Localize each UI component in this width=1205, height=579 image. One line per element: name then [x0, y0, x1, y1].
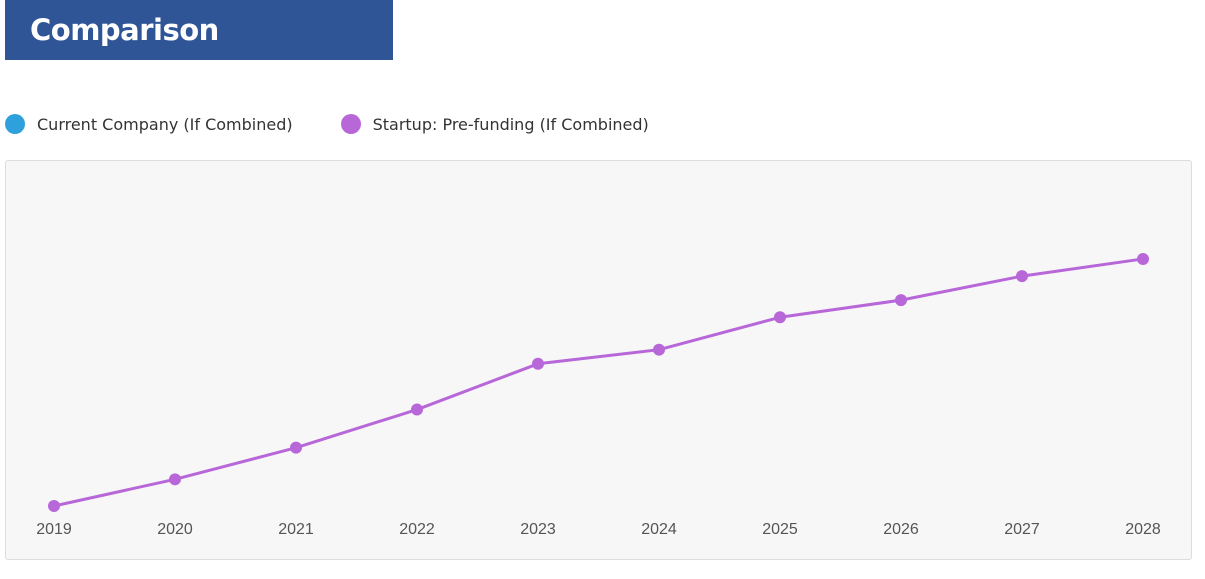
legend-swatch-current-company [5, 114, 25, 134]
legend-label-current-company: Current Company (If Combined) [37, 114, 293, 134]
x-tick-label-2019: 2019 [36, 521, 72, 538]
legend-swatch-startup-prefunding [340, 114, 361, 134]
x-tick-label-2022: 2022 [399, 521, 435, 538]
x-tick-label-2021: 2021 [278, 521, 314, 538]
data-point-2022[interactable] [411, 403, 423, 416]
legend-label-startup-prefunding: Startup: Pre-funding (If Combined) [372, 114, 649, 134]
data-point-2026[interactable] [895, 294, 907, 307]
line-chart: 2019 2020 2021 2022 2023 2024 2025 2026 2027 2028 [36, 252, 1161, 538]
data-point-2019[interactable] [48, 500, 60, 512]
title-banner: Comparison [5, 0, 393, 60]
data-point-2025[interactable] [774, 311, 786, 324]
x-tick-label-2024: 2024 [641, 521, 677, 538]
legend-item-startup-prefunding[interactable]: Startup: Pre-funding (If Combined) [340, 114, 649, 134]
x-tick-label-2028: 2028 [1125, 521, 1161, 538]
x-tick-label-2023: 2023 [520, 521, 556, 538]
data-point-2021[interactable] [290, 441, 302, 454]
x-tick-label-2025: 2025 [762, 521, 798, 538]
data-point-2020[interactable] [169, 473, 181, 486]
data-point-2024[interactable] [653, 343, 665, 356]
data-point-2023[interactable] [532, 357, 544, 370]
x-tick-label-2027: 2027 [1004, 521, 1040, 538]
legend-item-current-company[interactable]: Current Company (If Combined) [5, 114, 293, 134]
x-tick-label-2026: 2026 [883, 521, 919, 538]
chart-legend: Current Company (If Combined) Startup: P… [5, 113, 697, 135]
chart-area: 2019 2020 2021 2022 2023 2024 2025 2026 2027 2028 [5, 160, 1192, 560]
data-point-2028[interactable] [1137, 252, 1149, 265]
series-line-0 [53, 257, 1144, 508]
page-title: Comparison [30, 13, 219, 47]
data-point-2027[interactable] [1016, 270, 1028, 283]
x-tick-label-2020: 2020 [157, 521, 193, 538]
